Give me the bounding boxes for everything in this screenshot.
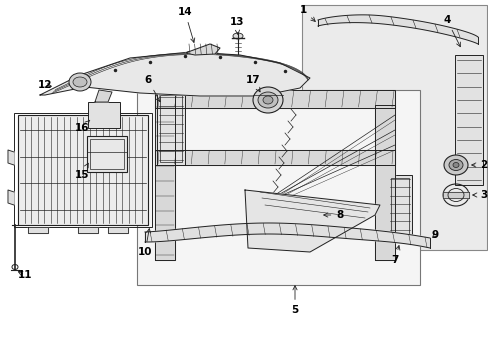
Ellipse shape bbox=[443, 155, 467, 175]
Text: 16: 16 bbox=[75, 120, 90, 133]
Ellipse shape bbox=[73, 77, 87, 87]
Text: 5: 5 bbox=[291, 286, 298, 315]
Ellipse shape bbox=[69, 73, 91, 91]
Text: 7: 7 bbox=[390, 246, 399, 265]
Text: 12: 12 bbox=[38, 80, 52, 90]
Text: 15: 15 bbox=[75, 163, 89, 180]
Bar bbox=[18, 115, 148, 225]
Bar bbox=[302, 5, 486, 250]
Ellipse shape bbox=[258, 92, 278, 108]
Polygon shape bbox=[95, 90, 112, 102]
Text: 1: 1 bbox=[299, 5, 315, 22]
Text: 8: 8 bbox=[323, 210, 343, 220]
Polygon shape bbox=[108, 227, 128, 233]
Polygon shape bbox=[442, 192, 468, 198]
Ellipse shape bbox=[263, 96, 272, 104]
Text: 14: 14 bbox=[177, 7, 194, 42]
Ellipse shape bbox=[452, 162, 458, 167]
Text: 9: 9 bbox=[430, 230, 438, 240]
Polygon shape bbox=[155, 90, 394, 108]
Bar bbox=[137, 90, 419, 285]
Ellipse shape bbox=[448, 159, 462, 171]
Text: 2: 2 bbox=[471, 160, 487, 170]
Text: 4: 4 bbox=[443, 15, 459, 47]
Bar bbox=[88, 102, 120, 128]
Bar bbox=[87, 136, 127, 172]
Bar bbox=[14, 113, 152, 227]
Bar bbox=[160, 95, 182, 162]
Text: 17: 17 bbox=[245, 75, 260, 92]
Polygon shape bbox=[8, 150, 14, 165]
Text: 6: 6 bbox=[144, 75, 160, 102]
Text: 13: 13 bbox=[229, 17, 244, 34]
Ellipse shape bbox=[232, 33, 243, 39]
Ellipse shape bbox=[252, 87, 283, 113]
Polygon shape bbox=[145, 223, 429, 248]
Polygon shape bbox=[155, 88, 175, 260]
Polygon shape bbox=[28, 227, 48, 233]
Polygon shape bbox=[8, 190, 14, 205]
Text: 10: 10 bbox=[138, 229, 152, 257]
Bar bbox=[157, 92, 184, 165]
Polygon shape bbox=[40, 52, 309, 96]
Bar bbox=[387, 175, 411, 242]
Polygon shape bbox=[374, 105, 394, 260]
Polygon shape bbox=[244, 190, 379, 252]
Bar bbox=[454, 55, 482, 185]
Text: 11: 11 bbox=[18, 270, 32, 280]
Text: 3: 3 bbox=[472, 190, 487, 200]
Polygon shape bbox=[184, 44, 220, 55]
Bar bbox=[90, 139, 124, 169]
Polygon shape bbox=[317, 15, 477, 44]
Polygon shape bbox=[78, 227, 98, 233]
Bar bbox=[390, 178, 408, 239]
Polygon shape bbox=[155, 150, 394, 165]
